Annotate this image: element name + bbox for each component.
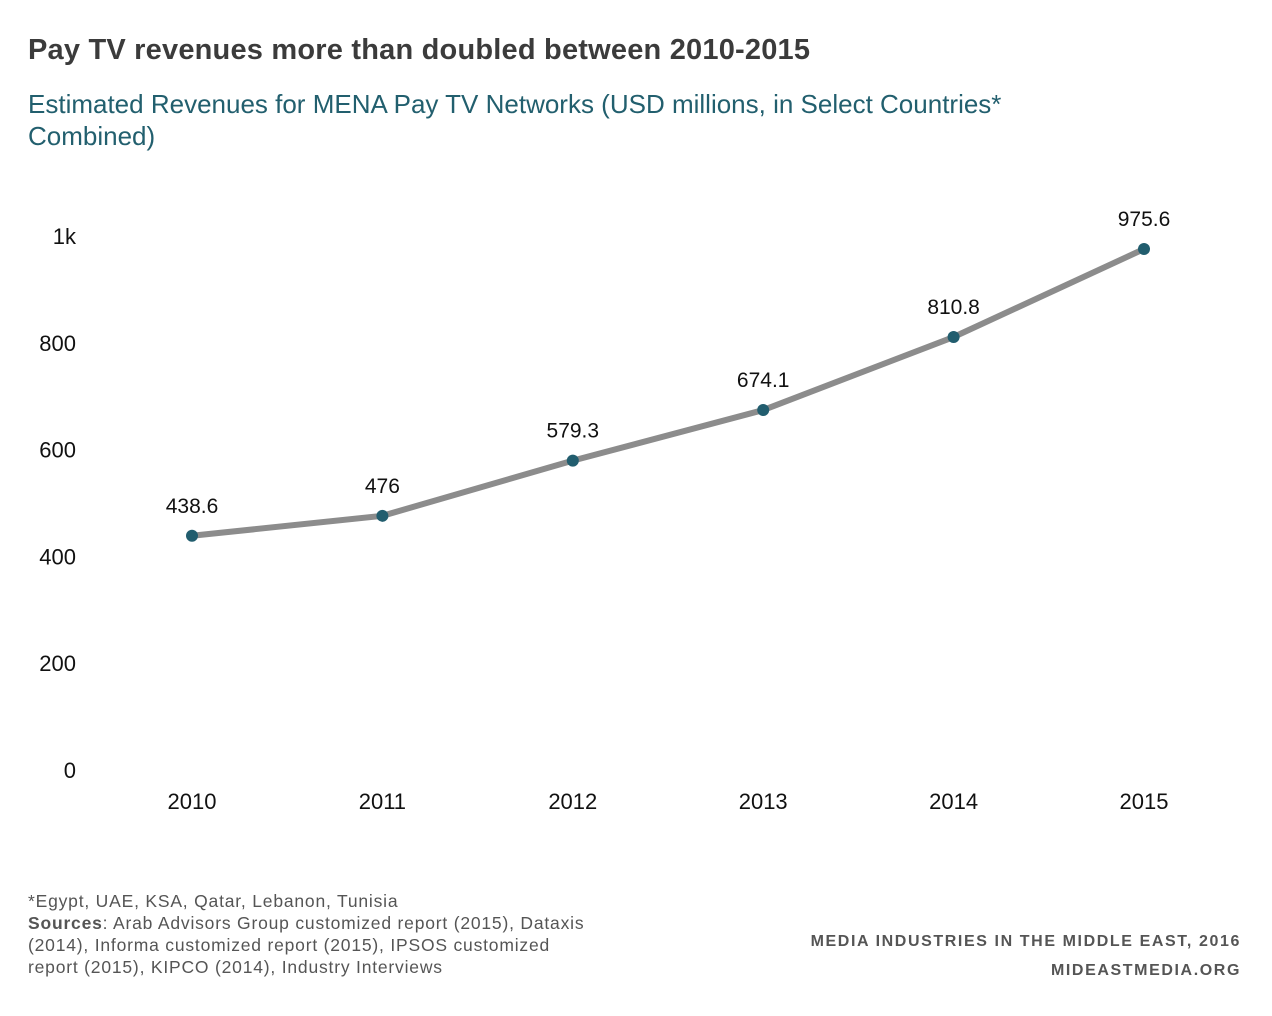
x-tick-label: 2014 (929, 789, 978, 814)
footnote-countries: *Egypt, UAE, KSA, Qatar, Lebanon, Tunisi… (28, 891, 399, 911)
chart-title: Pay TV revenues more than doubled betwee… (28, 34, 811, 66)
y-tick-label: 400 (39, 544, 76, 569)
x-tick-label: 2012 (548, 789, 597, 814)
y-axis: 0 200 400 600 800 1k (39, 224, 77, 783)
x-tick-label: 2013 (739, 789, 788, 814)
credit-website: MIDEASTMEDIA.ORG (1050, 962, 1241, 979)
data-label: 674.1 (737, 369, 790, 392)
x-axis: 2010 2011 2012 2013 2014 2015 (168, 789, 1169, 814)
data-label: 476 (365, 475, 400, 498)
x-tick-label: 2015 (1120, 789, 1169, 814)
data-point[interactable] (566, 454, 579, 467)
line-chart: 0 200 400 600 800 1k 2010 2011 2012 2013 2014 2015… (39, 208, 1171, 814)
data-label: 438.6 (166, 495, 219, 518)
y-tick-label: 600 (39, 438, 76, 463)
data-point[interactable] (186, 529, 198, 542)
y-tick-label: 800 (39, 331, 76, 356)
y-tick-label: 0 (64, 758, 76, 783)
sources-note: Sources: Arab Advisors Group customized … (28, 912, 588, 978)
footnote: *Egypt, UAE, KSA, Qatar, Lebanon, Tunisi… (28, 890, 588, 978)
data-label: 579.3 (547, 420, 600, 443)
sources-text: : Arab Advisors Group customized report … (28, 913, 585, 977)
data-label: 975.6 (1118, 208, 1171, 231)
chart-subtitle: Estimated Revenues for MENA Pay TV Netwo… (28, 89, 1002, 151)
y-tick-label: 1k (53, 224, 77, 249)
credits: MEDIA INDUSTRIES IN THE MIDDLE EAST, 201… (811, 927, 1241, 985)
credit-publication: MEDIA INDUSTRIES IN THE MIDDLE EAST, 201… (810, 933, 1241, 950)
sources-label: Sources (28, 913, 103, 933)
series-line (189, 246, 1147, 539)
data-point[interactable] (1138, 243, 1150, 256)
data-label: 810.8 (927, 296, 980, 319)
data-point[interactable] (757, 404, 770, 417)
series-group: 438.6 476 579.3 674.1 810.8 975.6 (166, 208, 1171, 542)
data-point[interactable] (376, 509, 389, 522)
x-tick-label: 2010 (168, 789, 217, 814)
data-point[interactable] (947, 331, 960, 344)
y-tick-label: 200 (39, 651, 76, 676)
x-tick-label: 2011 (359, 789, 406, 814)
